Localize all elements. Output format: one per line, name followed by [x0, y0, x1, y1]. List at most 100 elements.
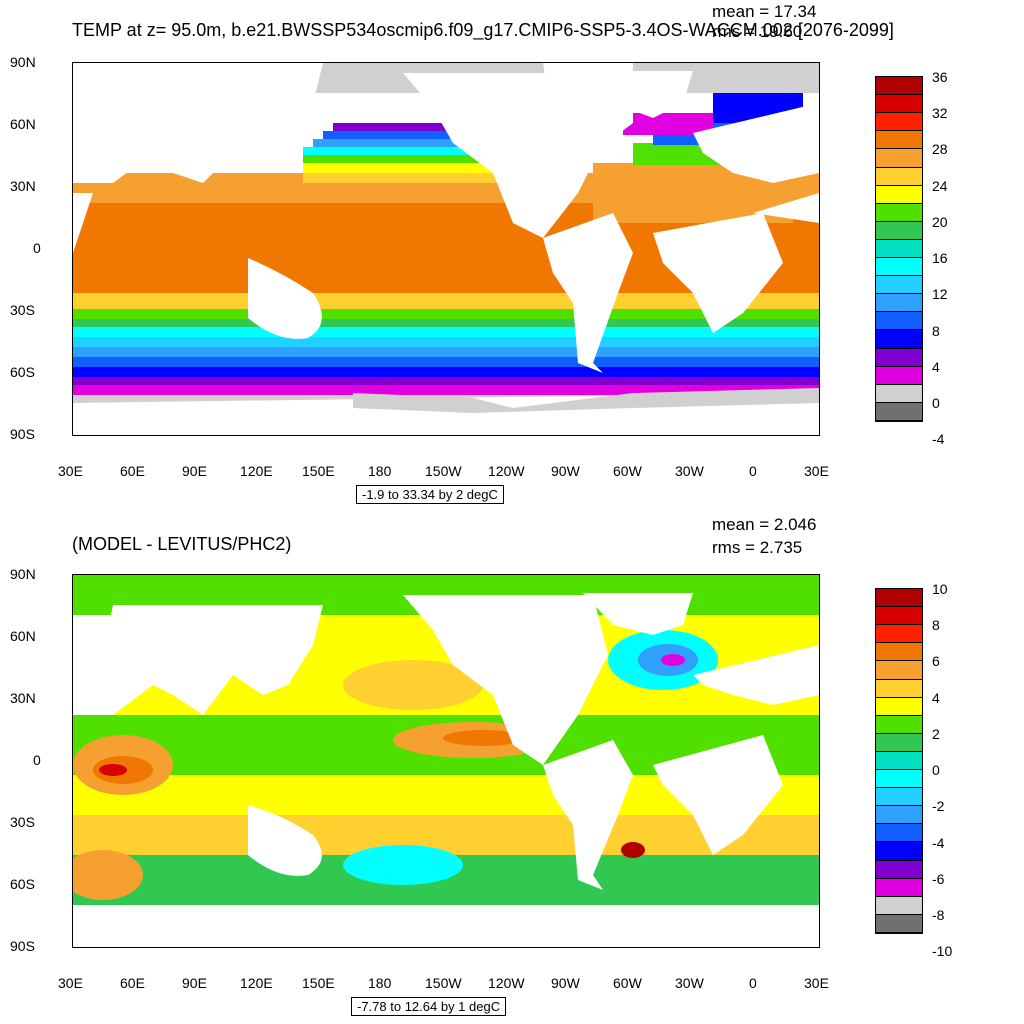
colorbar-swatch [876, 643, 922, 662]
bottom-lon-label: 150E [302, 975, 335, 991]
colorbar-swatch [876, 860, 922, 879]
top-lat-label: 60S [10, 364, 35, 380]
colorbar-swatch [876, 824, 922, 843]
top-lon-label: 150E [302, 463, 335, 479]
bottom-lon-label: 90E [182, 975, 207, 991]
top-lon-label: 60E [120, 463, 145, 479]
colorbar-swatch [876, 679, 922, 698]
top-lon-label: 30E [804, 463, 829, 479]
top-range-note: -1.9 to 33.34 by 2 degC [356, 485, 504, 504]
colorbar-label: 20 [932, 213, 948, 230]
top-mean: mean = 17.34 [712, 2, 817, 21]
colorbar-swatch [876, 384, 922, 403]
bottom-lat-label: 0 [33, 752, 41, 768]
colorbar-label: 10 [932, 581, 948, 598]
colorbar-label: 32 [932, 105, 948, 122]
bottom-lat-label: 30S [10, 814, 35, 830]
bottom-lat-label: 90N [10, 566, 36, 582]
colorbar-swatch [876, 131, 922, 150]
colorbar-swatch [876, 312, 922, 331]
colorbar-label: -4 [932, 834, 945, 851]
colorbar-swatch [876, 402, 922, 421]
colorbar-swatch [876, 167, 922, 186]
colorbar-label: 8 [932, 322, 940, 339]
colorbar-swatch [876, 77, 922, 96]
colorbar-swatch [876, 294, 922, 313]
bottom-lat-label: 60S [10, 876, 35, 892]
bottom-lon-label: 30E [804, 975, 829, 991]
colorbar-label: 16 [932, 250, 948, 267]
bottom-lat-label: 60N [10, 628, 36, 644]
bottom-map [72, 574, 820, 948]
top-colorbar [875, 76, 923, 422]
top-lon-label: 90E [182, 463, 207, 479]
colorbar-swatch [876, 113, 922, 132]
bottom-title: (MODEL - LEVITUS/PHC2) [72, 534, 292, 554]
colorbar-swatch [876, 806, 922, 825]
colorbar-label: -2 [932, 798, 945, 815]
top-rms: rms = 19.60 [712, 22, 803, 41]
bottom-lon-label: 120E [240, 975, 273, 991]
top-lat-label: 0 [33, 240, 41, 256]
colorbar-label: -10 [932, 943, 953, 960]
bottom-lon-label: 90W [551, 975, 580, 991]
colorbar-label: -8 [932, 906, 945, 923]
top-lon-label: 90W [551, 463, 580, 479]
colorbar-swatch [876, 697, 922, 716]
top-lon-label: 30W [675, 463, 704, 479]
colorbar-swatch [876, 625, 922, 644]
colorbar-label: 24 [932, 177, 948, 194]
colorbar-label: 12 [932, 286, 948, 303]
top-lon-label: 120W [488, 463, 525, 479]
bottom-lon-label: 30E [58, 975, 83, 991]
colorbar-swatch [876, 348, 922, 367]
top-lon-label: 60W [613, 463, 642, 479]
top-lon-label: 0 [749, 463, 757, 479]
bottom-lon-label: 120W [488, 975, 525, 991]
bottom-map-field [73, 575, 819, 947]
top-lat-label: 90S [10, 426, 35, 442]
colorbar-label: -4 [932, 431, 945, 448]
bottom-colorbar [875, 588, 923, 934]
colorbar-label: 2 [932, 725, 940, 742]
bottom-lat-label: 30N [10, 690, 36, 706]
bottom-lon-label: 150W [425, 975, 462, 991]
colorbar-swatch [876, 842, 922, 861]
top-lon-label: 120E [240, 463, 273, 479]
bottom-lon-label: 60W [613, 975, 642, 991]
bottom-lon-label: 30W [675, 975, 704, 991]
colorbar-swatch [876, 366, 922, 385]
colorbar-label: 8 [932, 617, 940, 634]
bottom-lon-label: 0 [749, 975, 757, 991]
top-lat-label: 30S [10, 302, 35, 318]
bottom-lon-label: 60E [120, 975, 145, 991]
colorbar-label: 6 [932, 653, 940, 670]
top-map-field [73, 63, 819, 435]
top-lat-label: 60N [10, 116, 36, 132]
colorbar-label: 4 [932, 689, 940, 706]
top-lon-label: 150W [425, 463, 462, 479]
colorbar-swatch [876, 733, 922, 752]
colorbar-swatch [876, 149, 922, 168]
colorbar-swatch [876, 330, 922, 349]
colorbar-label: 28 [932, 141, 948, 158]
colorbar-swatch [876, 770, 922, 789]
colorbar-swatch [876, 607, 922, 626]
colorbar-swatch [876, 203, 922, 222]
top-lon-label: 180 [368, 463, 392, 479]
colorbar-swatch [876, 589, 922, 608]
colorbar-swatch [876, 715, 922, 734]
top-lon-label: 30E [58, 463, 83, 479]
colorbar-swatch [876, 751, 922, 771]
colorbar-swatch [876, 661, 922, 680]
colorbar-swatch [876, 878, 922, 897]
colorbar-swatch [876, 276, 922, 295]
colorbar-swatch [876, 914, 922, 933]
bottom-lat-label: 90S [10, 938, 35, 954]
bottom-range-note: -7.78 to 12.64 by 1 degC [351, 997, 507, 1016]
colorbar-swatch [876, 896, 922, 915]
top-map [72, 62, 820, 436]
colorbar-swatch [876, 258, 922, 277]
colorbar-label: 0 [932, 762, 940, 779]
bottom-lon-label: 180 [368, 975, 392, 991]
